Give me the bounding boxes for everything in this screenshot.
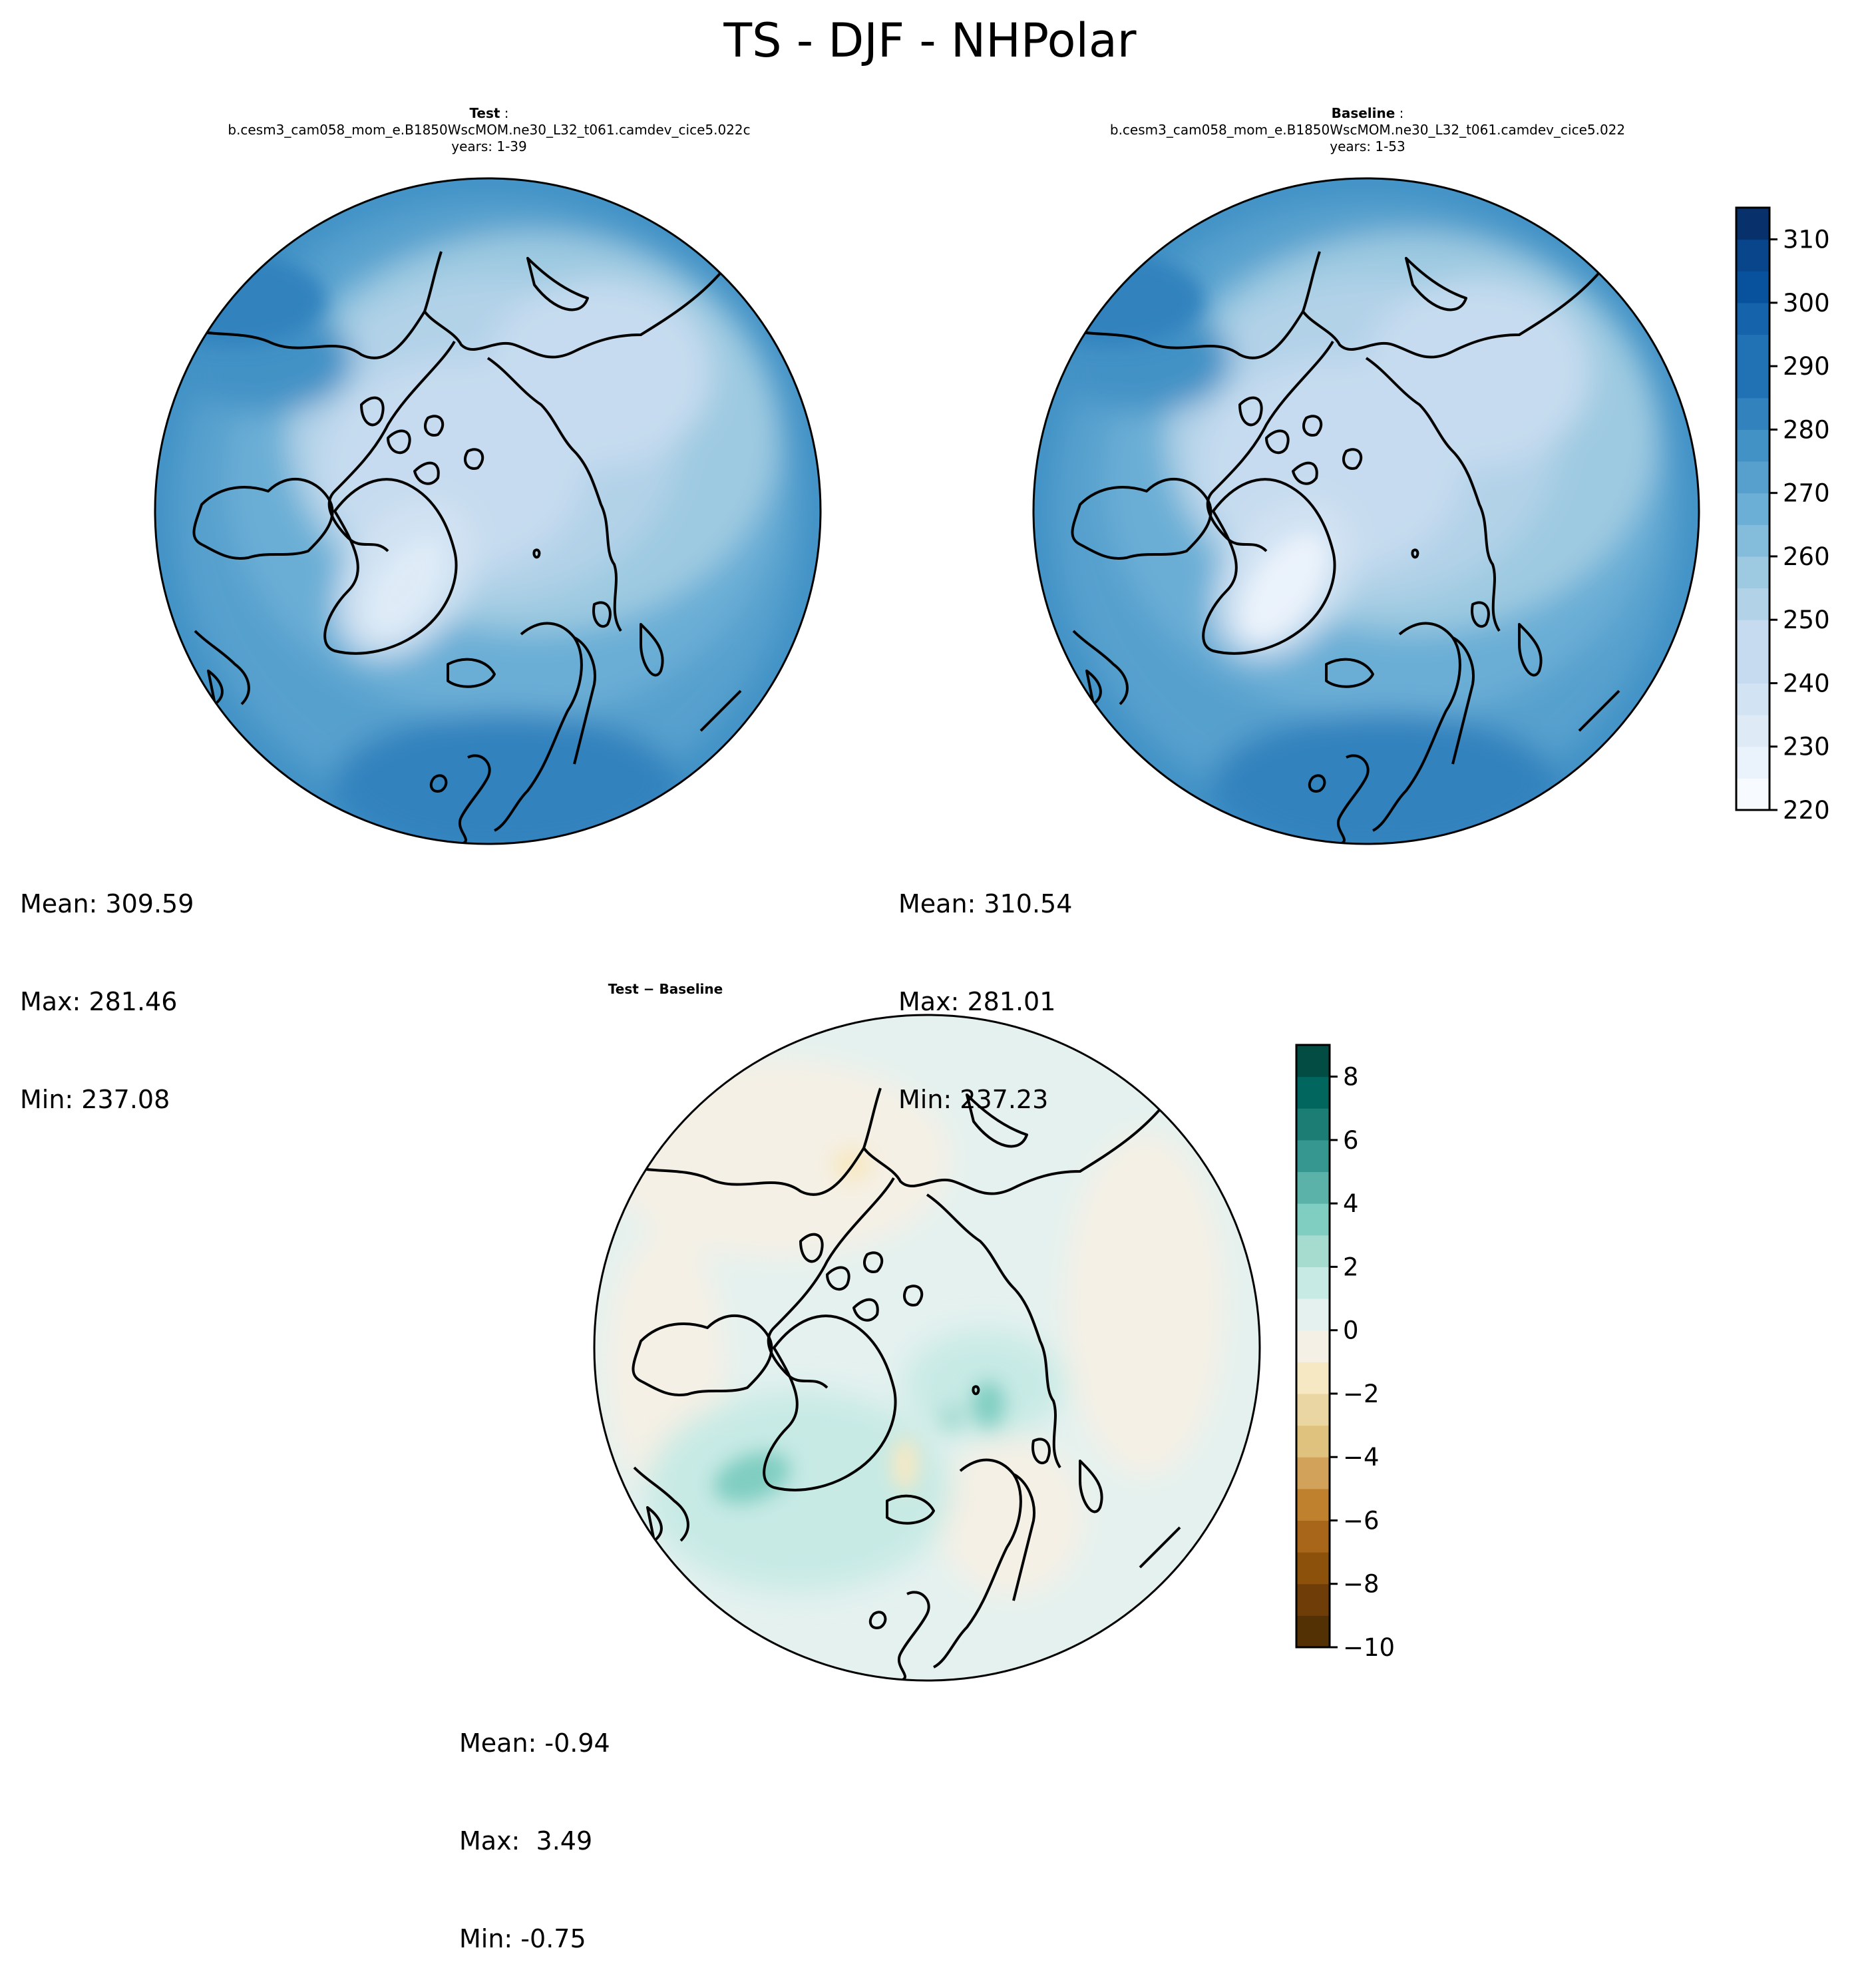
temperature-colorbar-band (1736, 620, 1769, 652)
temperature-colorbar-tick-label: 270 (1783, 479, 1830, 508)
difference-colorbar-band (1296, 1457, 1330, 1490)
difference-colorbar-band (1296, 1520, 1330, 1553)
temperature-colorbar-band (1736, 461, 1769, 494)
temperature-colorbar-band (1736, 715, 1769, 747)
temperature-colorbar-band (1736, 397, 1769, 430)
baseline-label-colon: : (1395, 105, 1404, 121)
temperature-colorbar-band (1736, 429, 1769, 462)
difference-colorbar-band (1296, 1425, 1330, 1458)
test-years: years: 1-39 (451, 138, 527, 154)
difference-colorbar-band (1296, 1235, 1330, 1267)
difference-colorbar-band (1296, 1488, 1330, 1521)
difference-colorbar-band (1296, 1583, 1330, 1616)
baseline-max: Max: 281.01 (898, 987, 1056, 1016)
difference-colorbar-band (1296, 1267, 1330, 1299)
temperature-colorbar-band (1736, 208, 1769, 240)
difference-colorbar-band (1296, 1203, 1330, 1236)
difference-colorbar-tick-label: −8 (1343, 1570, 1380, 1599)
baseline-stats: Mean: 310.54 Max: 281.01 Min: 237.23 (898, 823, 1072, 1149)
diff-panel-title: Test − Baseline (566, 981, 765, 998)
temperature-colorbar-tick-label: 290 (1783, 352, 1830, 381)
difference-colorbar-frame (1295, 1044, 1331, 1649)
temperature-colorbar-tick-label: 250 (1783, 606, 1830, 634)
test-stats: Mean: 309.59 Max: 281.46 Min: 237.08 (20, 823, 194, 1149)
temperature-colorbar-frame (1735, 206, 1771, 811)
temperature-colorbar-band (1736, 493, 1769, 525)
temperature-colorbar: 220 230 240 250 260 270 280 290 300 310 (1735, 206, 1830, 825)
difference-colorbar-band (1296, 1171, 1330, 1204)
temperature-colorbar-tick-label: 300 (1783, 289, 1830, 317)
difference-colorbar-band (1296, 1108, 1330, 1141)
difference-colorbar-tick-label: 4 (1343, 1189, 1359, 1218)
temperature-colorbar-band (1736, 334, 1769, 367)
temperature-colorbar-band (1736, 366, 1769, 399)
test-label: Test (469, 105, 500, 121)
temperature-colorbar-band (1736, 651, 1769, 684)
temperature-colorbar-tick-label: 310 (1783, 226, 1830, 254)
baseline-mean: Mean: 310.54 (898, 889, 1073, 918)
difference-colorbar-tick-label: −4 (1343, 1443, 1380, 1472)
difference-colorbar-band (1296, 1330, 1330, 1362)
test-map (154, 177, 822, 845)
temperature-colorbar-band (1736, 746, 1769, 779)
difference-colorbar-tick-label: −6 (1343, 1506, 1380, 1535)
diff-label: Test − Baseline (608, 981, 723, 997)
test-case-name: b.cesm3_cam058_mom_e.B1850WscMOM.ne30_L3… (228, 122, 751, 138)
temperature-colorbar-tick-label: 240 (1783, 669, 1830, 697)
diff-min: Min: -0.75 (459, 1924, 586, 1953)
temperature-colorbar-tick-label: 280 (1783, 415, 1830, 444)
difference-colorbar-tick-label: 6 (1343, 1126, 1359, 1155)
diff-mean: Mean: -0.94 (459, 1728, 610, 1758)
difference-colorbar-band (1296, 1298, 1330, 1331)
baseline-panel-title: Baseline : b.cesm3_cam058_mom_e.B1850Wsc… (1012, 105, 1724, 155)
difference-colorbar-band (1296, 1362, 1330, 1394)
test-mean: Mean: 309.59 (20, 889, 194, 918)
test-max: Max: 281.46 (20, 987, 178, 1016)
temperature-colorbar-band (1736, 239, 1769, 272)
diff-stats: Mean: -0.94 Max: 3.49 Min: -0.75 (459, 1662, 610, 1988)
baseline-years: years: 1-53 (1330, 138, 1405, 154)
difference-colorbar-band (1296, 1076, 1330, 1109)
test-panel-title: Test : b.cesm3_cam058_mom_e.B1850WscMOM.… (133, 105, 845, 155)
temperature-colorbar-band (1736, 271, 1769, 303)
temperature-colorbar-band (1736, 778, 1769, 811)
test-min: Min: 237.08 (20, 1085, 170, 1114)
difference-colorbar-band (1296, 1045, 1330, 1078)
temperature-colorbar-band (1736, 556, 1769, 589)
temperature-colorbar-tick-label: 260 (1783, 542, 1830, 571)
temperature-colorbar-band (1736, 588, 1769, 620)
difference-colorbar-tick-label: −10 (1343, 1633, 1395, 1662)
baseline-case-name: b.cesm3_cam058_mom_e.B1850WscMOM.ne30_L3… (1109, 122, 1626, 138)
temperature-colorbar-tick-label: 230 (1783, 733, 1830, 761)
difference-colorbar: −10 −8 −6 −4 −2 0 2 4 6 8 (1295, 1044, 1395, 1662)
figure-title: TS - DJF - NHPolar (723, 13, 1137, 68)
difference-colorbar-tick-label: 0 (1343, 1316, 1359, 1345)
diff-max: Max: 3.49 (459, 1826, 593, 1856)
difference-colorbar-tick-label: −2 (1343, 1380, 1380, 1408)
difference-colorbar-tick-label: 2 (1343, 1253, 1359, 1281)
difference-colorbar-tick-label: 8 (1343, 1063, 1359, 1092)
temperature-colorbar-band (1736, 302, 1769, 335)
temperature-colorbar-tick-label: 220 (1783, 796, 1830, 825)
baseline-min: Min: 237.23 (898, 1085, 1049, 1114)
temperature-colorbar-band (1736, 524, 1769, 557)
temperature-colorbar-band (1736, 683, 1769, 715)
baseline-label: Baseline (1331, 105, 1395, 121)
test-label-colon: : (500, 105, 509, 121)
difference-colorbar-band (1296, 1139, 1330, 1173)
difference-colorbar-band (1296, 1552, 1330, 1585)
baseline-map (1032, 177, 1700, 845)
difference-colorbar-band (1296, 1615, 1330, 1648)
difference-colorbar-band (1296, 1393, 1330, 1426)
